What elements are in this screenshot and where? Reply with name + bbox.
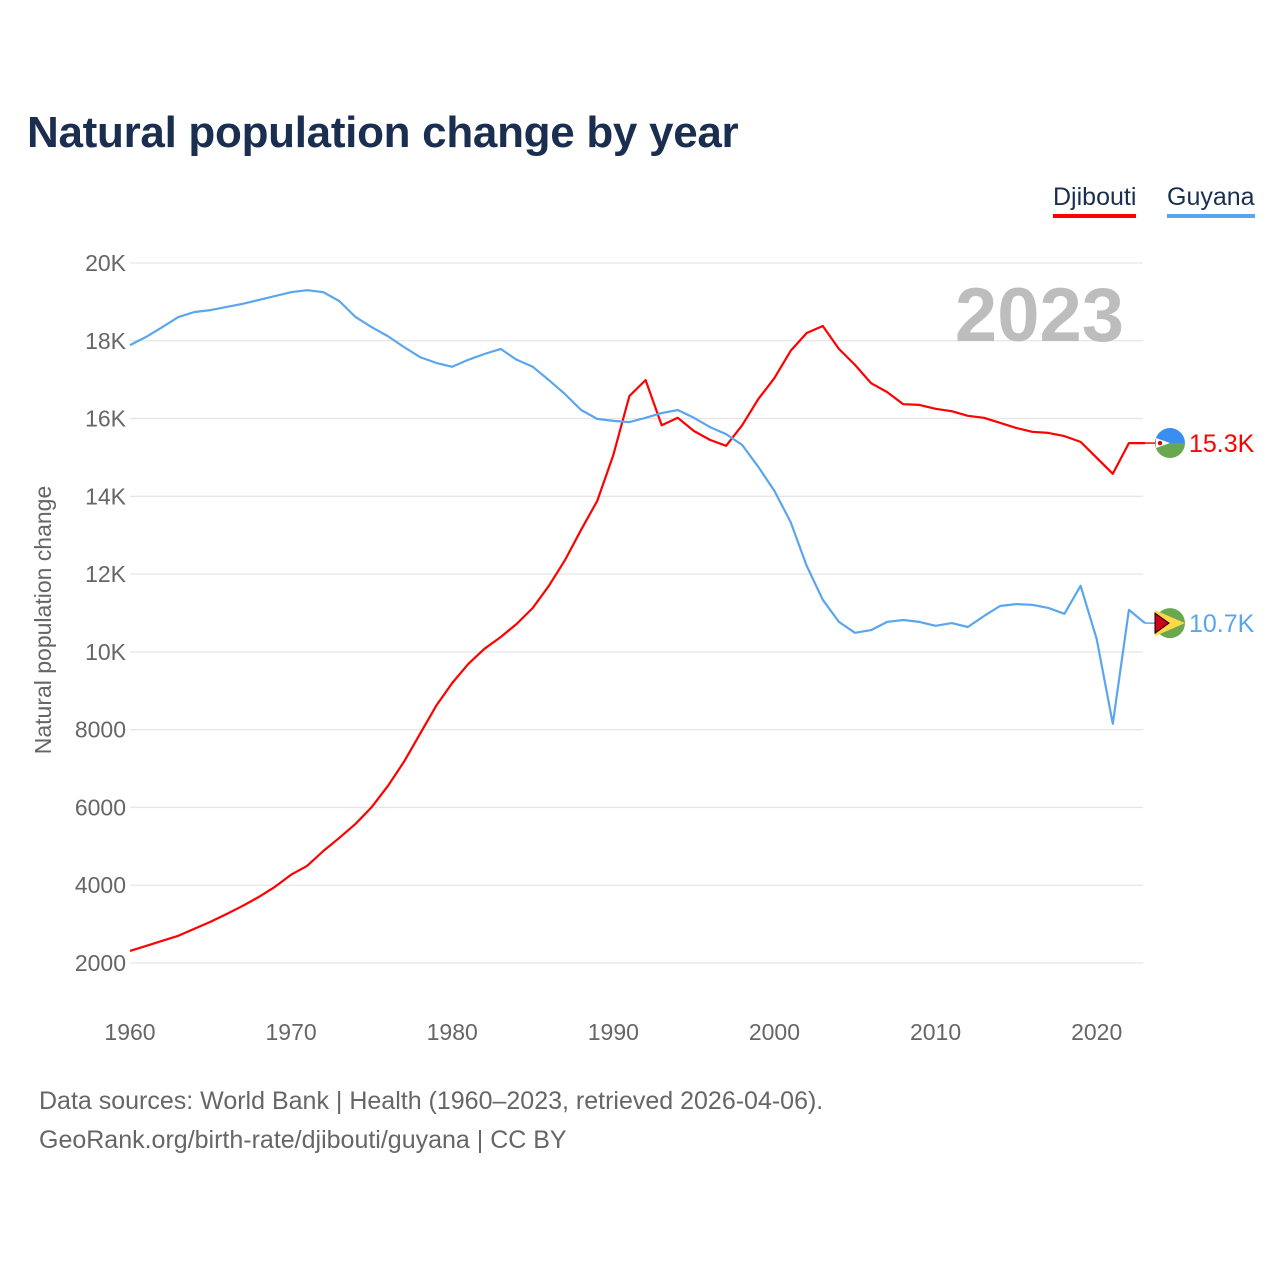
end-value-label: 15.3K — [1189, 430, 1255, 458]
series-line-guyana — [129, 289, 1146, 725]
y-axis-label: Natural population change — [30, 486, 56, 755]
x-tick-label: 1960 — [104, 1019, 155, 1045]
y-tick-label: 6000 — [75, 794, 126, 820]
legend-item-djibouti[interactable]: Djibouti — [1053, 183, 1137, 218]
djibouti-flag-icon — [1155, 428, 1185, 459]
year-watermark: 2023 — [955, 273, 1124, 358]
y-tick-label: 10K — [85, 639, 127, 665]
y-tick-label: 12K — [85, 561, 127, 587]
y-tick-label: 20K — [85, 250, 127, 276]
flag-part — [1155, 443, 1185, 459]
chart-title: Natural population change by year — [27, 108, 739, 157]
y-tick-label: 16K — [85, 406, 127, 432]
y-tick-label: 4000 — [75, 872, 126, 898]
flag-part — [1155, 428, 1185, 444]
y-tick-label: 18K — [85, 328, 127, 354]
x-tick-label: 1980 — [427, 1019, 478, 1045]
flag-star — [1157, 440, 1163, 446]
series-line-djibouti — [129, 324, 1145, 952]
x-tick-label: 2000 — [749, 1019, 800, 1045]
y-tick-label: 14K — [85, 483, 127, 509]
footer-credit: GeoRank.org/birth-rate/djibouti/guyana |… — [39, 1126, 567, 1154]
flag-part — [1155, 610, 1185, 637]
x-tick-label: 2010 — [910, 1019, 961, 1045]
end-value-label: 10.7K — [1189, 610, 1255, 638]
y-tick-label: 8000 — [75, 717, 126, 743]
footer-sources: Data sources: World Bank | Health (1960–… — [39, 1087, 824, 1115]
y-tick-label: 2000 — [75, 950, 126, 976]
x-tick-label: 1970 — [266, 1019, 317, 1045]
flag-part — [1154, 612, 1170, 635]
legend-item-guyana[interactable]: Guyana — [1167, 183, 1255, 218]
x-tick-label: 2020 — [1071, 1019, 1122, 1045]
guyana-flag-icon — [1154, 608, 1185, 639]
x-tick-label: 1990 — [588, 1019, 639, 1045]
flag-part — [1156, 438, 1170, 449]
